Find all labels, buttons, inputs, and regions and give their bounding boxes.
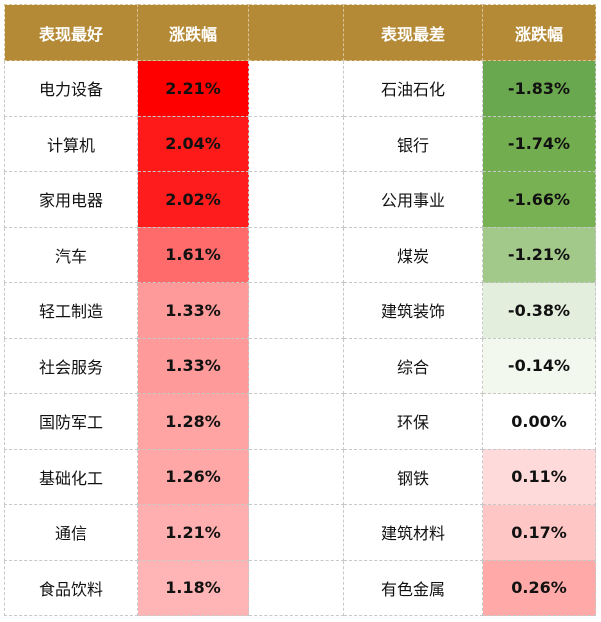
sector-performance-table: 表现最好 涨跌幅 表现最差 涨跌幅 电力设备 2.21% 石油石化 -1.83%…	[4, 4, 596, 616]
table-row: 轻工制造 1.33% 建筑装饰 -0.38%	[4, 282, 596, 339]
spacer-cell	[248, 282, 344, 339]
worst-sector-name: 银行	[343, 115, 483, 172]
best-sector-change: 1.33%	[137, 282, 249, 339]
best-sector-name: 计算机	[4, 115, 138, 172]
table-header-row: 表现最好 涨跌幅 表现最差 涨跌幅	[4, 4, 596, 61]
worst-sector-name: 建筑装饰	[343, 282, 483, 339]
header-best-sectors: 表现最好	[4, 4, 138, 61]
worst-sector-name: 环保	[343, 393, 483, 450]
worst-sector-change: -1.74%	[482, 115, 596, 172]
spacer-cell	[248, 337, 344, 394]
spacer-cell	[248, 226, 344, 283]
best-sector-change: 2.02%	[137, 171, 249, 228]
table-row: 社会服务 1.33% 综合 -0.14%	[4, 337, 596, 394]
worst-sector-change: -1.83%	[482, 60, 596, 117]
spacer-cell	[248, 60, 344, 117]
header-spacer	[248, 4, 344, 61]
worst-sector-change: 0.17%	[482, 504, 596, 561]
table-row: 基础化工 1.26% 钢铁 0.11%	[4, 448, 596, 505]
spacer-cell	[248, 504, 344, 561]
worst-sector-name: 煤炭	[343, 226, 483, 283]
best-sector-change: 2.04%	[137, 115, 249, 172]
best-sector-name: 电力设备	[4, 60, 138, 117]
spacer-cell	[248, 115, 344, 172]
worst-sector-name: 钢铁	[343, 448, 483, 505]
table-row: 家用电器 2.02% 公用事业 -1.66%	[4, 171, 596, 228]
best-sector-change: 1.21%	[137, 504, 249, 561]
best-sector-name: 汽车	[4, 226, 138, 283]
header-worst-change: 涨跌幅	[482, 4, 596, 61]
best-sector-change: 1.33%	[137, 337, 249, 394]
table-row: 通信 1.21% 建筑材料 0.17%	[4, 504, 596, 561]
table-row: 汽车 1.61% 煤炭 -1.21%	[4, 226, 596, 283]
best-sector-name: 国防军工	[4, 393, 138, 450]
worst-sector-change: 0.26%	[482, 559, 596, 616]
best-sector-name: 社会服务	[4, 337, 138, 394]
worst-sector-name: 建筑材料	[343, 504, 483, 561]
worst-sector-name: 综合	[343, 337, 483, 394]
worst-sector-change: -0.38%	[482, 282, 596, 339]
table-row: 国防军工 1.28% 环保 0.00%	[4, 393, 596, 450]
best-sector-change: 2.21%	[137, 60, 249, 117]
best-sector-change: 1.28%	[137, 393, 249, 450]
best-sector-change: 1.61%	[137, 226, 249, 283]
spacer-cell	[248, 559, 344, 616]
best-sector-change: 1.18%	[137, 559, 249, 616]
header-best-change: 涨跌幅	[137, 4, 249, 61]
worst-sector-change: -1.66%	[482, 171, 596, 228]
header-worst-sectors: 表现最差	[343, 4, 483, 61]
worst-sector-change: 0.11%	[482, 448, 596, 505]
spacer-cell	[248, 171, 344, 228]
worst-sector-change: -1.21%	[482, 226, 596, 283]
best-sector-name: 轻工制造	[4, 282, 138, 339]
table-row: 电力设备 2.21% 石油石化 -1.83%	[4, 60, 596, 117]
worst-sector-name: 有色金属	[343, 559, 483, 616]
best-sector-name: 通信	[4, 504, 138, 561]
table-row: 计算机 2.04% 银行 -1.74%	[4, 115, 596, 172]
worst-sector-change: 0.00%	[482, 393, 596, 450]
best-sector-change: 1.26%	[137, 448, 249, 505]
best-sector-name: 食品饮料	[4, 559, 138, 616]
spacer-cell	[248, 393, 344, 450]
worst-sector-name: 石油石化	[343, 60, 483, 117]
spacer-cell	[248, 448, 344, 505]
best-sector-name: 家用电器	[4, 171, 138, 228]
table-row: 食品饮料 1.18% 有色金属 0.26%	[4, 559, 596, 616]
worst-sector-change: -0.14%	[482, 337, 596, 394]
best-sector-name: 基础化工	[4, 448, 138, 505]
worst-sector-name: 公用事业	[343, 171, 483, 228]
